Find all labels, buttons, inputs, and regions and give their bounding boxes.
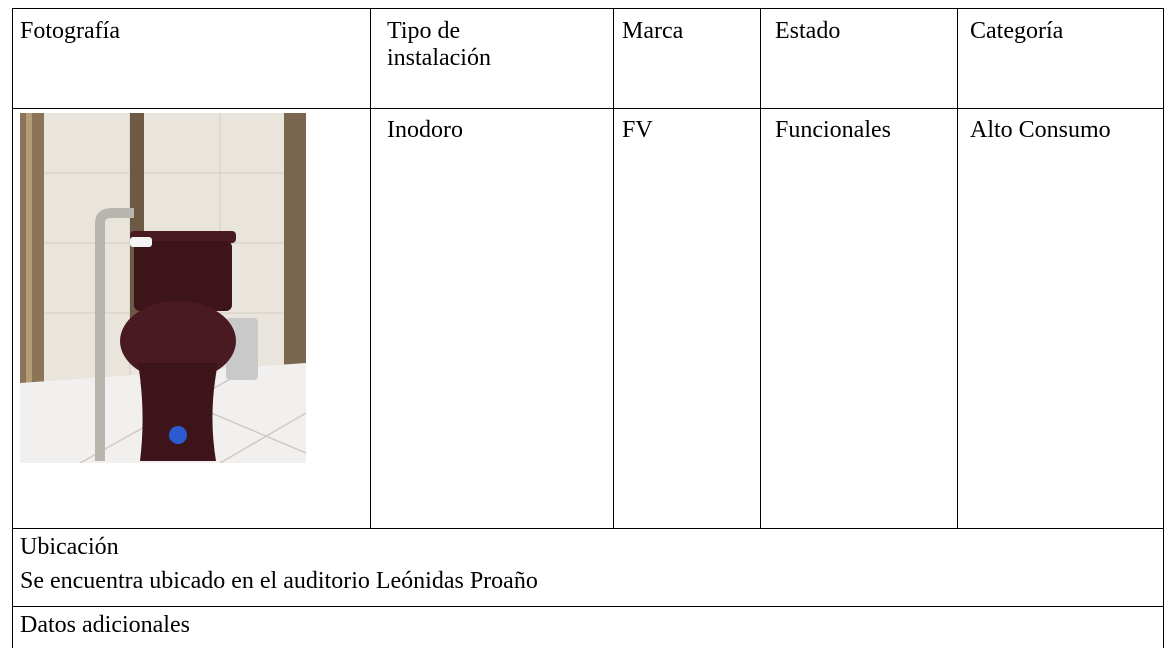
- border: [1163, 8, 1164, 648]
- section-label: Datos adicionales: [20, 612, 190, 638]
- border: [12, 8, 13, 648]
- cell: Alto Consumo: [970, 117, 1111, 143]
- border: [12, 606, 1164, 607]
- cell: FV: [622, 117, 653, 143]
- header-cell: Fotografía: [20, 18, 120, 44]
- header-cell: Categoría: [970, 18, 1064, 44]
- border: [613, 8, 614, 528]
- border: [12, 528, 1164, 529]
- photo: [20, 113, 306, 463]
- border: [12, 8, 1164, 9]
- header-cell: Estado: [775, 18, 841, 44]
- cell: Inodoro: [387, 117, 463, 143]
- header-cell: Tipo de instalación: [387, 18, 491, 71]
- border: [12, 108, 1164, 109]
- border: [370, 8, 371, 528]
- section-text: Se encuentra ubicado en el auditorio Leó…: [20, 568, 538, 594]
- cell: Funcionales: [775, 117, 891, 143]
- section-label: Ubicación: [20, 534, 119, 560]
- border: [760, 8, 761, 528]
- header-cell: Marca: [622, 18, 684, 44]
- border: [957, 8, 958, 528]
